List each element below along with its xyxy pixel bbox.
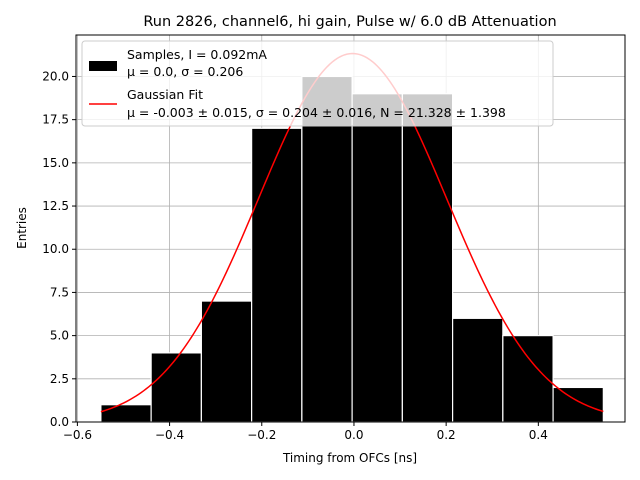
y-tick-label: 12.5 — [42, 199, 69, 213]
y-tick-label: 20.0 — [42, 69, 69, 83]
histogram-bar — [301, 75, 353, 423]
y-tick-label: 2.5 — [50, 372, 69, 386]
x-tick-label: −0.6 — [63, 428, 92, 442]
y-tick-label: 7.5 — [50, 285, 69, 299]
legend-fit-stats: μ = -0.003 ± 0.015, σ = 0.204 ± 0.016, N… — [127, 105, 506, 120]
histogram-bar — [502, 335, 554, 423]
histogram-bar — [200, 300, 253, 423]
legend-samples-patch — [89, 61, 117, 71]
histogram-bar — [251, 127, 303, 423]
legend-box — [81, 40, 554, 127]
y-axis-label: Entries — [15, 207, 29, 249]
y-axis-ticks: 0.0 2.5 5.0 7.5 10.0 12.5 15.0 17.5 20.0 — [42, 69, 76, 429]
histogram-bar — [452, 317, 504, 423]
y-tick-label: 0.0 — [50, 415, 69, 429]
y-tick-label: 10.0 — [42, 242, 69, 256]
legend: Samples, I = 0.092mA μ = 0.0, σ = 0.206 … — [81, 40, 554, 127]
y-tick-label: 17.5 — [42, 113, 69, 127]
y-tick-label: 15.0 — [42, 156, 69, 170]
histogram-bar — [401, 93, 454, 423]
x-tick-label: −0.4 — [155, 428, 184, 442]
histogram-bar — [150, 352, 202, 423]
x-tick-label: 0.0 — [344, 428, 363, 442]
histogram-bar — [351, 93, 403, 423]
x-tick-label: 0.2 — [437, 428, 456, 442]
legend-fit-label: Gaussian Fit — [127, 87, 203, 102]
x-axis-ticks: −0.6 −0.4 −0.2 0.0 0.2 0.4 — [63, 422, 548, 442]
x-tick-label: −0.2 — [247, 428, 276, 442]
chart-title: Run 2826, channel6, hi gain, Pulse w/ 6.… — [143, 14, 556, 30]
histogram-bar — [100, 404, 152, 423]
histogram-bars — [100, 75, 604, 423]
histogram-bar — [552, 386, 604, 423]
plot-frame — [75, 34, 626, 423]
x-axis-label: Timing from OFCs [ns] — [282, 451, 417, 465]
x-tick-label: 0.4 — [529, 428, 548, 442]
y-tick-label: 5.0 — [50, 329, 69, 343]
legend-samples-label: Samples, I = 0.092mA — [127, 47, 267, 62]
legend-samples-stats: μ = 0.0, σ = 0.206 — [127, 64, 243, 79]
